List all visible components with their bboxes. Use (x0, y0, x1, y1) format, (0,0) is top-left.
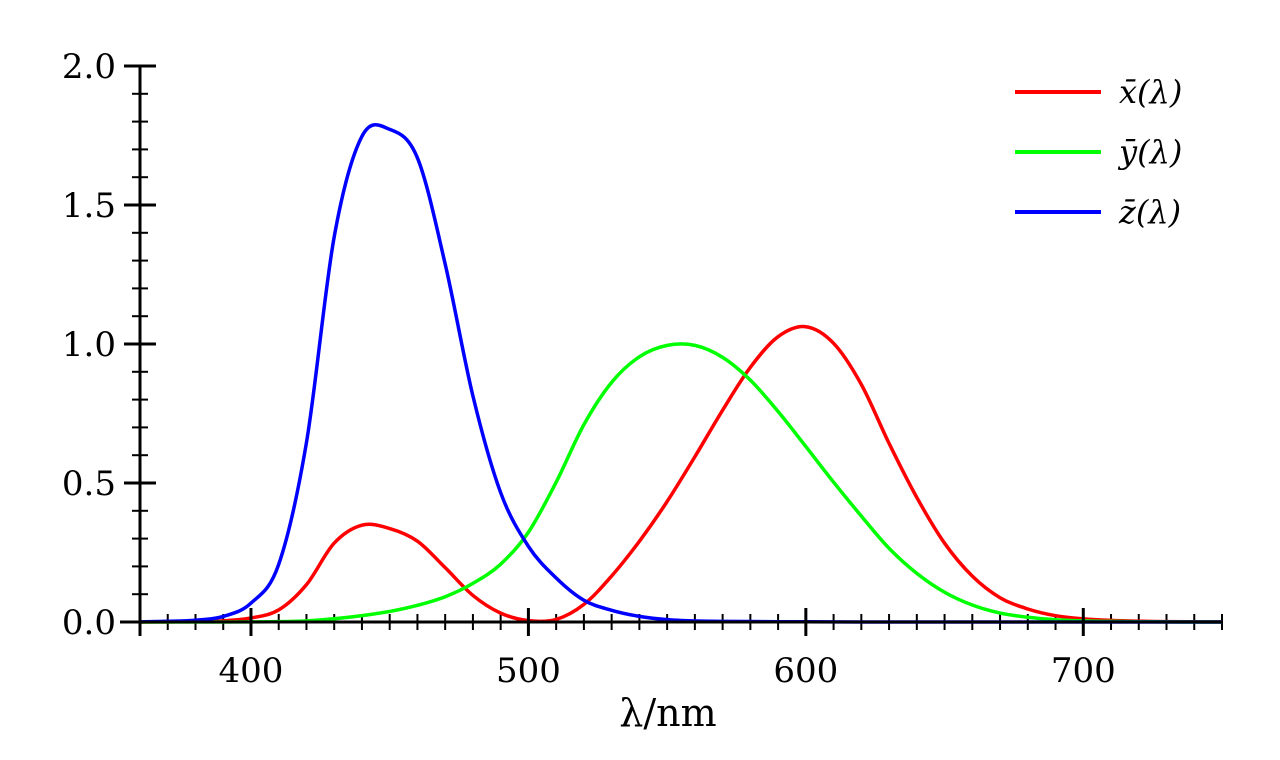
y-ticks: 0.0 0.5 1.0 1.5 2.0 (62, 47, 156, 643)
x-axis-title: λ/nm (619, 691, 716, 735)
x-bar-curve (139, 324, 1223, 624)
x-tick-label: 400 (219, 651, 284, 691)
axes (120, 66, 1222, 636)
y-tick-label: 1.5 (62, 186, 116, 226)
minor-ticks (132, 92, 1223, 630)
legend-label: ȳ(λ) (1117, 133, 1182, 171)
series-layer (139, 123, 1223, 624)
y-tick-label: 0.0 (62, 603, 116, 643)
y-bar-curve (140, 342, 1223, 624)
x-tick-label: 600 (773, 651, 838, 691)
y-tick-label: 2.0 (62, 47, 116, 87)
x-tick-label: 700 (1051, 651, 1116, 691)
z-bar-curve (139, 123, 1222, 624)
legend: x̄(λ) ȳ(λ) z̄(λ) (1015, 73, 1182, 231)
y-tick-label: 0.5 (62, 464, 116, 504)
legend-label: x̄(λ) (1119, 73, 1182, 111)
x-ticks: 400 500 600 700 (219, 608, 1116, 691)
x-tick-label: 500 (496, 651, 561, 691)
y-tick-label: 1.0 (62, 325, 116, 365)
legend-label: z̄(λ) (1118, 193, 1181, 231)
